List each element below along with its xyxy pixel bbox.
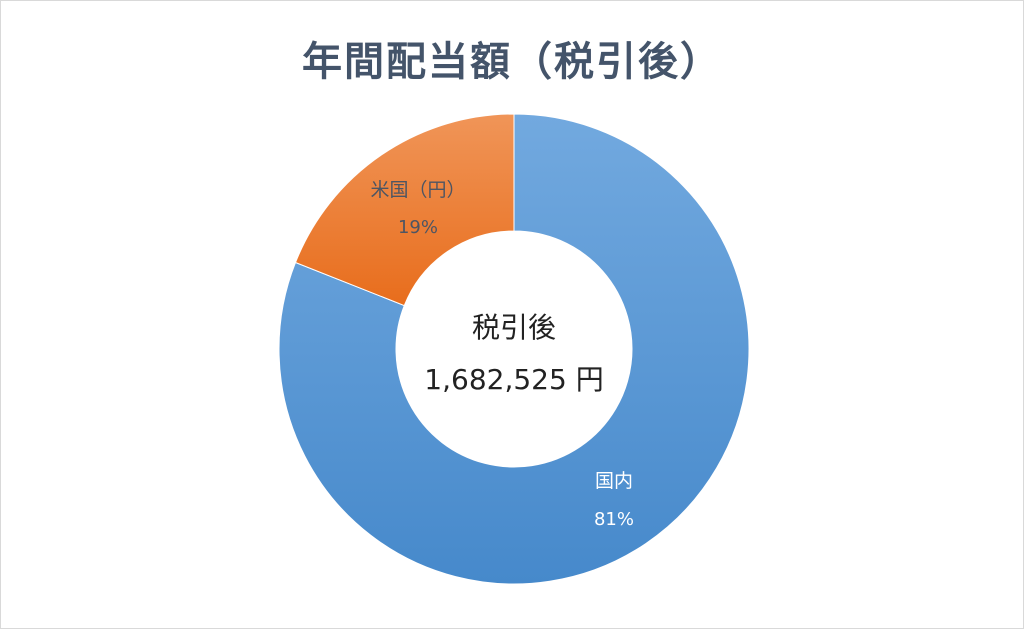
- slice-value-label-0: 81%: [594, 509, 634, 530]
- slice-category-label-1: 米国（円）: [370, 179, 465, 201]
- slice-value-label-1: 19%: [398, 217, 438, 238]
- center-label: 税引後: [472, 311, 556, 344]
- donut-slice-0: [278, 113, 750, 585]
- slice-category-label-0: 国内: [595, 470, 633, 492]
- center-value: 1,682,525 円: [424, 363, 603, 396]
- donut-slice-1: [294, 113, 515, 307]
- chart-title: 年間配当額（税引後）: [302, 39, 722, 85]
